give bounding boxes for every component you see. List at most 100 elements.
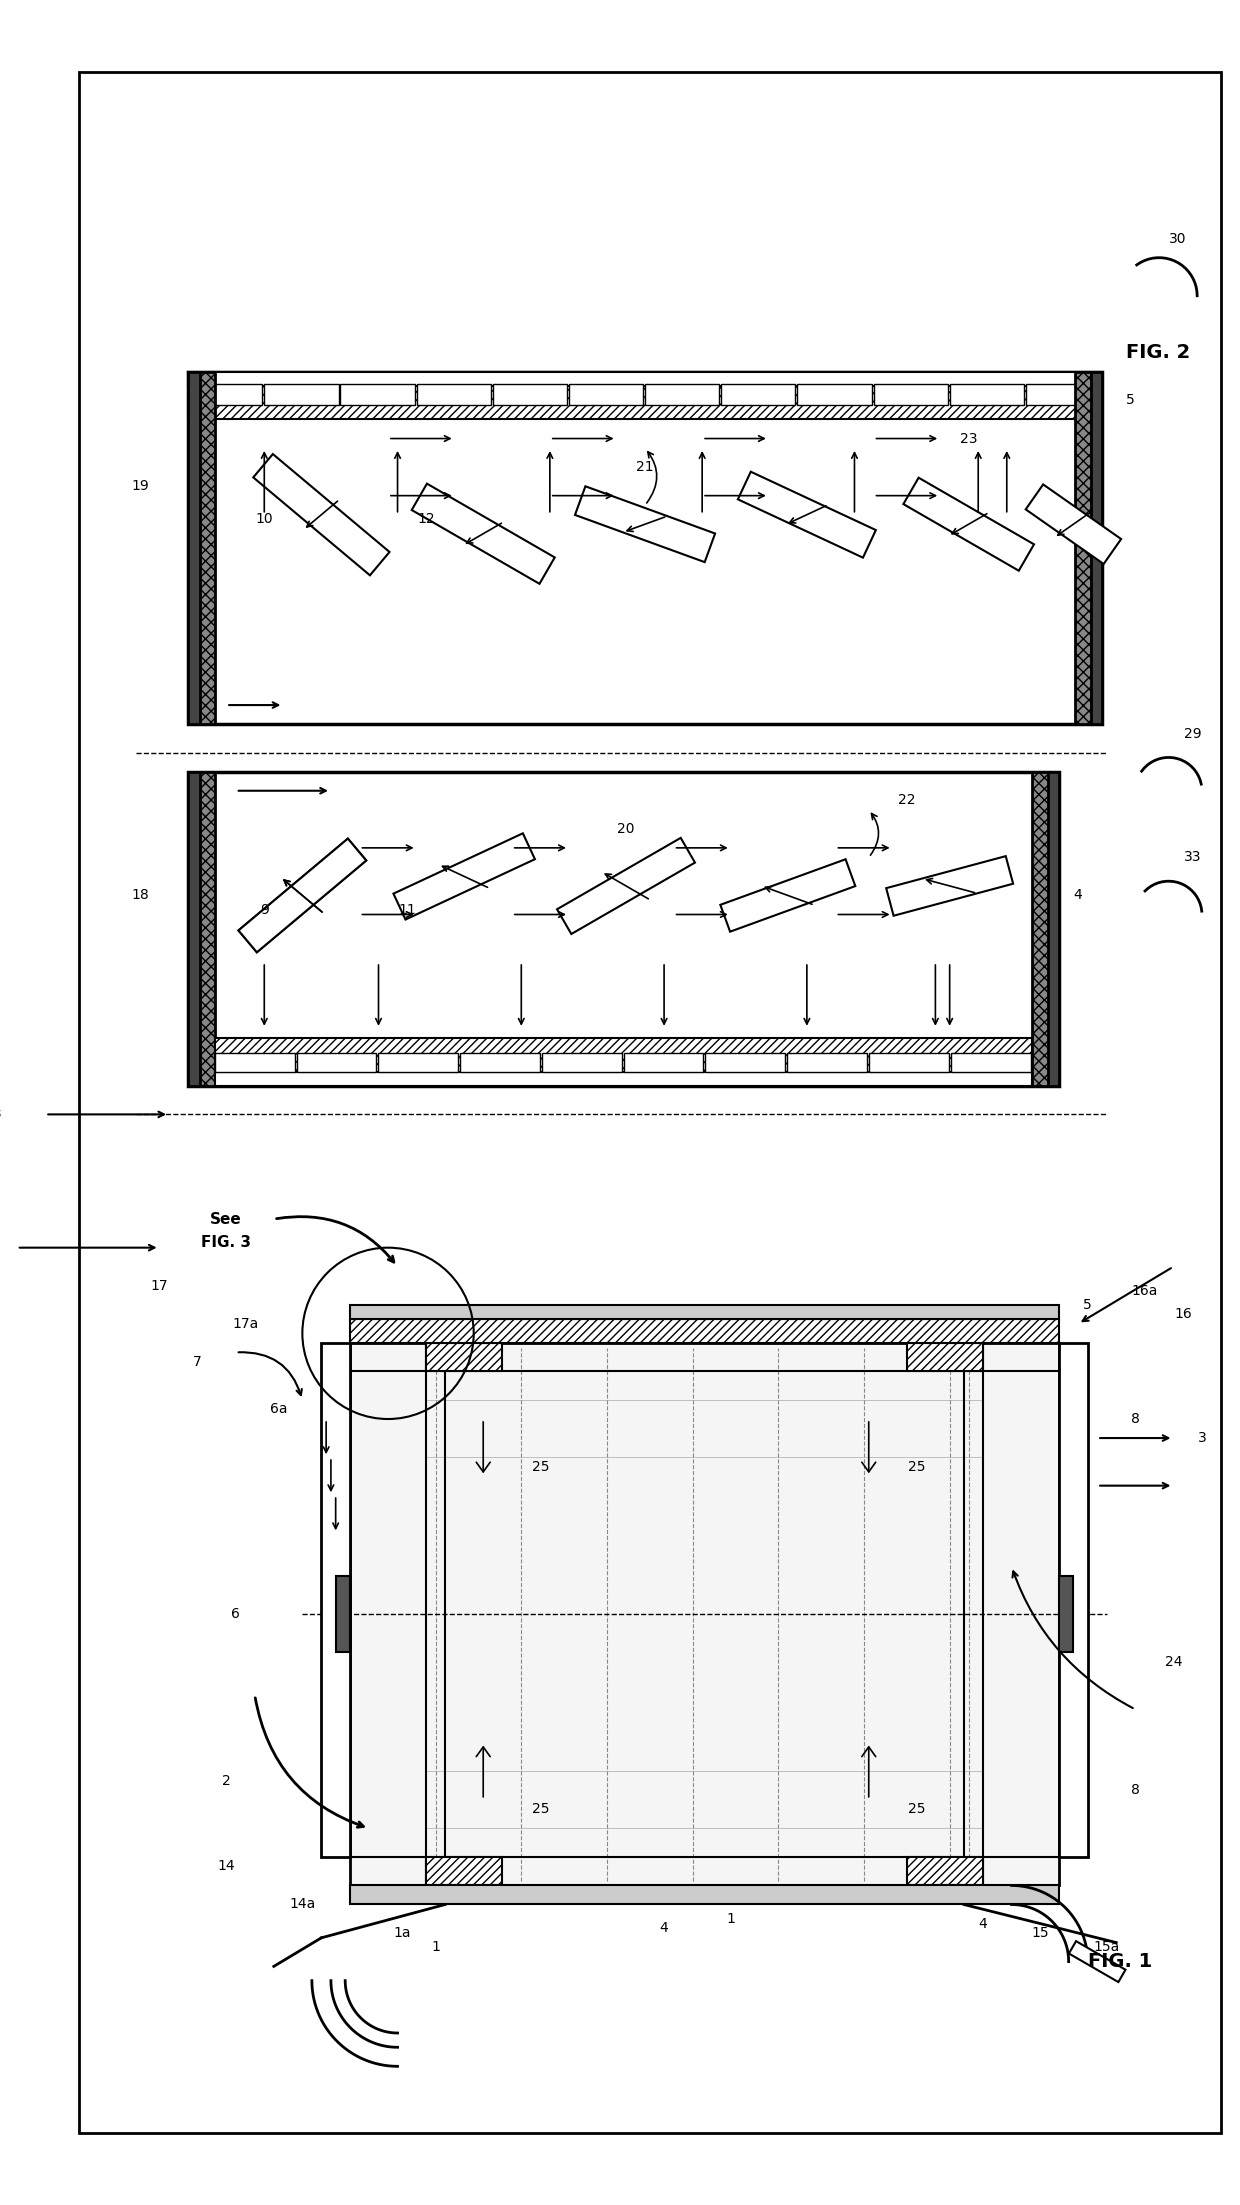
Text: 6: 6 bbox=[232, 1607, 241, 1621]
Bar bbox=[951, 1052, 1030, 1072]
Bar bbox=[350, 1305, 1059, 1319]
Bar bbox=[1025, 384, 1100, 406]
Text: 1a: 1a bbox=[393, 1925, 410, 1940]
Bar bbox=[296, 1052, 377, 1072]
Bar bbox=[906, 1857, 983, 1885]
Bar bbox=[869, 1052, 949, 1072]
Polygon shape bbox=[720, 860, 856, 933]
Text: 1: 1 bbox=[727, 1912, 735, 1925]
Bar bbox=[350, 1343, 1059, 1885]
Bar bbox=[569, 384, 644, 406]
Polygon shape bbox=[393, 833, 534, 919]
Text: 9: 9 bbox=[260, 902, 269, 917]
Text: 2: 2 bbox=[222, 1773, 231, 1788]
Text: 25: 25 bbox=[532, 1801, 549, 1817]
Polygon shape bbox=[738, 472, 875, 558]
Bar bbox=[188, 772, 1059, 1085]
Bar bbox=[427, 1857, 502, 1885]
Bar bbox=[188, 373, 1102, 723]
Bar bbox=[1033, 772, 1059, 1085]
Text: 23: 23 bbox=[960, 432, 977, 445]
Text: 4: 4 bbox=[660, 1921, 668, 1936]
Text: 20: 20 bbox=[618, 822, 635, 836]
Text: FIG. 2: FIG. 2 bbox=[1126, 344, 1190, 362]
Text: 12: 12 bbox=[418, 512, 435, 527]
Text: 16: 16 bbox=[1174, 1308, 1192, 1321]
Text: 1: 1 bbox=[432, 1940, 440, 1954]
Text: 17a: 17a bbox=[232, 1316, 258, 1332]
Text: 16a: 16a bbox=[1132, 1283, 1158, 1297]
Bar bbox=[624, 1052, 703, 1072]
Bar bbox=[336, 1577, 350, 1652]
Polygon shape bbox=[238, 838, 366, 953]
Text: 5: 5 bbox=[1126, 392, 1135, 408]
Polygon shape bbox=[412, 483, 554, 584]
Bar bbox=[188, 373, 1102, 386]
Text: 10: 10 bbox=[255, 512, 273, 527]
Text: 4: 4 bbox=[1074, 889, 1083, 902]
Bar bbox=[873, 384, 947, 406]
Text: 24: 24 bbox=[1164, 1654, 1182, 1669]
Text: 33: 33 bbox=[1184, 851, 1202, 864]
Text: 8: 8 bbox=[1131, 1411, 1140, 1427]
Bar bbox=[188, 373, 200, 723]
Bar bbox=[1048, 772, 1059, 1085]
Bar bbox=[417, 384, 491, 406]
Text: 18: 18 bbox=[131, 889, 149, 902]
Text: 25: 25 bbox=[908, 1801, 925, 1817]
Bar bbox=[460, 1052, 539, 1072]
Bar bbox=[188, 373, 215, 723]
Bar bbox=[645, 384, 719, 406]
Text: 29: 29 bbox=[1184, 728, 1202, 741]
Bar bbox=[378, 1052, 459, 1072]
Text: 21: 21 bbox=[636, 461, 653, 474]
Bar bbox=[787, 1052, 867, 1072]
Text: 22: 22 bbox=[898, 794, 915, 807]
Text: FIG. 1: FIG. 1 bbox=[1087, 1951, 1152, 1971]
Text: 25: 25 bbox=[532, 1460, 549, 1473]
Text: 7: 7 bbox=[193, 1354, 202, 1369]
Text: See: See bbox=[211, 1211, 242, 1226]
Polygon shape bbox=[1069, 1940, 1126, 1982]
Bar bbox=[188, 772, 200, 1085]
Bar bbox=[215, 1039, 1033, 1085]
Bar bbox=[1059, 1577, 1074, 1652]
Text: 14a: 14a bbox=[289, 1899, 315, 1912]
Polygon shape bbox=[1025, 485, 1121, 564]
Bar bbox=[542, 1052, 621, 1072]
Bar bbox=[722, 384, 795, 406]
Text: 3: 3 bbox=[1198, 1431, 1207, 1444]
Bar bbox=[321, 1343, 350, 1857]
Text: 15a: 15a bbox=[1094, 1940, 1120, 1954]
Bar bbox=[906, 1343, 983, 1372]
Bar bbox=[1059, 1343, 1087, 1857]
Bar bbox=[341, 384, 414, 406]
Text: FIG. 3: FIG. 3 bbox=[201, 1235, 252, 1250]
Text: 17: 17 bbox=[151, 1279, 169, 1292]
Text: 19: 19 bbox=[131, 478, 149, 494]
Text: 4: 4 bbox=[978, 1916, 987, 1932]
Text: 13: 13 bbox=[0, 1107, 1, 1122]
Text: 5: 5 bbox=[1084, 1299, 1092, 1312]
Bar bbox=[188, 373, 1102, 419]
Text: 14: 14 bbox=[217, 1859, 236, 1874]
Bar bbox=[215, 1052, 295, 1072]
Bar bbox=[706, 1052, 785, 1072]
Text: 8: 8 bbox=[1131, 1784, 1140, 1797]
Bar bbox=[1090, 373, 1102, 723]
Bar bbox=[1075, 373, 1102, 723]
Polygon shape bbox=[887, 856, 1013, 915]
Bar bbox=[797, 384, 872, 406]
Bar bbox=[350, 1885, 1059, 1905]
Bar bbox=[492, 384, 567, 406]
Bar bbox=[264, 384, 339, 406]
Polygon shape bbox=[253, 454, 389, 576]
Text: 15: 15 bbox=[1032, 1925, 1049, 1940]
Text: 25: 25 bbox=[908, 1460, 925, 1473]
Text: 6a: 6a bbox=[270, 1402, 288, 1416]
Bar bbox=[188, 772, 215, 1085]
Text: 30: 30 bbox=[1169, 232, 1187, 245]
Polygon shape bbox=[904, 478, 1034, 571]
Polygon shape bbox=[557, 838, 694, 935]
Bar bbox=[427, 1343, 502, 1372]
